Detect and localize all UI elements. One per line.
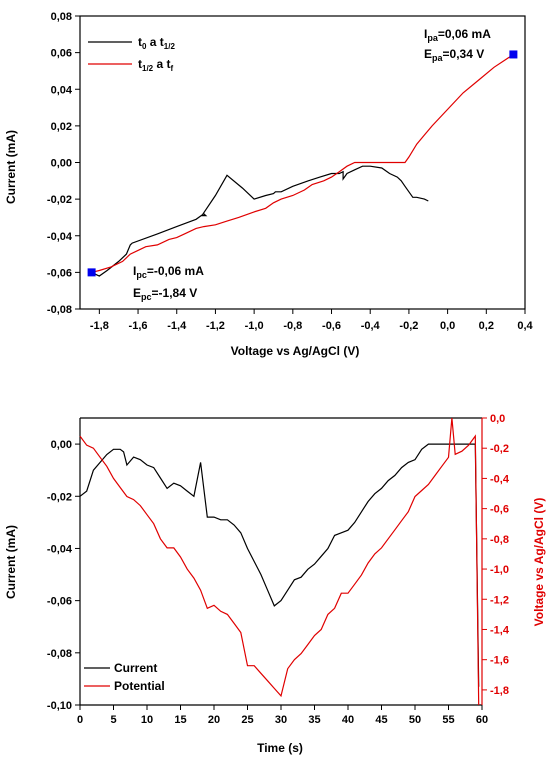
y-tick-label: -0,08 <box>47 304 72 316</box>
series-line-black <box>91 165 429 277</box>
y2-axis-label: Voltage vs Ag/AgCl (V) <box>532 498 546 627</box>
y-tick-label: -0,06 <box>47 267 72 279</box>
y2-tick-label: -0,4 <box>490 473 510 485</box>
x-tick-label: 0,2 <box>479 320 494 332</box>
x-tick-label: 55 <box>442 714 454 726</box>
legend-label-potential: Potential <box>114 679 165 693</box>
legend-label-2: t1/2 a tf <box>138 57 173 73</box>
y2-tick-label: -0,2 <box>490 443 509 455</box>
current-potential-time-chart: 0 5 10 15 20 25 30 35 40 45 50 55 60 -0,10 -0,08 -0,06 -… <box>4 413 546 755</box>
x-tick-label: 5 <box>110 714 116 726</box>
y-tick-label: 0,00 <box>51 439 72 451</box>
y-tick-label: -0,04 <box>47 231 73 243</box>
y-tick-label: 0,02 <box>51 121 72 133</box>
y2-tick-label: -1,2 <box>490 594 509 606</box>
y2-tick-label: -1,8 <box>490 685 509 697</box>
y-tick-label: -0,04 <box>47 543 73 555</box>
series-line-red <box>91 53 514 273</box>
annotations: Ipa=0,06 mA Epa=0,34 V Ipc=-0,06 mA Epc=… <box>133 27 491 302</box>
current-series-line <box>79 443 480 687</box>
x-tick-label: -1,6 <box>129 320 148 332</box>
x-tick-label: -0,8 <box>283 320 302 332</box>
x-tick-label: -1,2 <box>206 320 225 332</box>
x-tick-label: 0,4 <box>517 320 533 332</box>
y-tick-label: 0,00 <box>51 158 72 170</box>
cathodic-peak-potential-label: Epc=-1,84 V <box>133 286 197 302</box>
y-tick-label: 0,06 <box>51 48 72 60</box>
potential-series-line <box>79 417 480 706</box>
y2-tick-label: -1,6 <box>490 655 509 667</box>
series-layer <box>91 53 514 277</box>
x-tick-label: -1,8 <box>90 320 109 332</box>
x-tick-label: -1,4 <box>167 320 187 332</box>
y2-tick-label: -0,8 <box>490 534 509 546</box>
y-tick-label: 0,08 <box>51 11 72 23</box>
x-tick-label: -1,0 <box>245 320 264 332</box>
y-axis-label: Current (mA) <box>4 525 18 599</box>
series-layer <box>79 417 480 706</box>
x-tick-label: -0,6 <box>322 320 341 332</box>
x-tick-label: 30 <box>275 714 287 726</box>
x-tick-label: 15 <box>174 714 186 726</box>
x-tick-label: 0,0 <box>440 320 455 332</box>
anodic-peak-current-label: Ipa=0,06 mA <box>424 27 491 43</box>
x-tick-label: 45 <box>375 714 387 726</box>
y-tick-label: -0,02 <box>47 491 72 503</box>
tick-labels: -1,8 -1,6 -1,4 -1,2 -1,0 -0,8 -0,6 -0,4 -0,2 0,0 0… <box>47 11 534 332</box>
axes <box>75 417 487 710</box>
y2-tick-label: -1,0 <box>490 564 509 576</box>
x-tick-label: 20 <box>208 714 220 726</box>
cyclic-voltammogram-chart: -1,8 -1,6 -1,4 -1,2 -1,0 -0,8 -0,6 -0,4 -0,2 0,0 0… <box>4 11 534 358</box>
y-axis-label: Current (mA) <box>4 130 18 204</box>
legend: Current Potential <box>84 661 165 693</box>
y2-tick-label: -1,4 <box>490 624 510 636</box>
cathodic-peak-marker <box>87 268 96 277</box>
y-tick-label: -0,10 <box>47 700 72 712</box>
cathodic-peak-current-label: Ipc=-0,06 mA <box>133 264 204 280</box>
legend-label-current: Current <box>114 661 157 675</box>
y-tick-label: -0,02 <box>47 194 72 206</box>
legend-label-1: t0 a t1/2 <box>138 35 175 51</box>
x-tick-label: -0,2 <box>399 320 418 332</box>
x-tick-label: 25 <box>241 714 253 726</box>
x-tick-label: 10 <box>141 714 153 726</box>
markers-layer <box>87 50 518 277</box>
anodic-peak-marker <box>509 50 518 59</box>
x-tick-label: 0 <box>77 714 83 726</box>
x-tick-label: 50 <box>409 714 421 726</box>
x-tick-label: 60 <box>476 714 488 726</box>
x-tick-label: -0,4 <box>361 320 381 332</box>
y-tick-label: 0,04 <box>51 84 73 96</box>
x-tick-label: 40 <box>342 714 354 726</box>
y-tick-label: -0,06 <box>47 596 72 608</box>
y2-tick-label: 0,0 <box>490 413 505 425</box>
legend: t0 a t1/2 t1/2 a tf <box>88 35 175 73</box>
x-axis-label: Time (s) <box>257 741 303 755</box>
tick-labels: 0 5 10 15 20 25 30 35 40 45 50 55 60 -0,10 -0,08 -0,06 -… <box>47 413 510 726</box>
x-tick-label: 35 <box>308 714 320 726</box>
y-tick-label: -0,08 <box>47 648 72 660</box>
anodic-peak-potential-label: Epa=0,34 V <box>424 47 484 63</box>
axes <box>75 15 526 314</box>
y2-tick-label: -0,6 <box>490 504 509 516</box>
x-axis-label: Voltage vs Ag/AgCl (V) <box>231 344 360 358</box>
